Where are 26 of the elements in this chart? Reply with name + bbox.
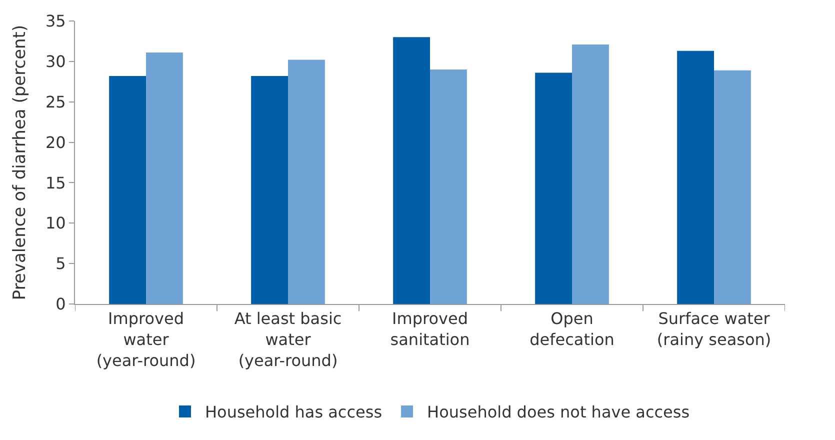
bar — [288, 60, 325, 304]
x-tick-label: Improved sanitation — [390, 309, 470, 349]
x-tick-label: Open defecation — [530, 309, 614, 349]
bar — [430, 70, 467, 304]
x-tick-label: Surface water (rainy season) — [656, 309, 772, 349]
y-tick-label: 15 — [45, 173, 66, 192]
y-tick-label: 0 — [56, 294, 66, 314]
legend-label: Household does not have access — [427, 402, 690, 422]
y-tick-label: 5 — [56, 254, 66, 274]
y-tick-label: 25 — [45, 92, 66, 112]
bar — [393, 37, 430, 304]
legend-label: Household has access — [205, 402, 382, 422]
x-tick-label: At least basic water (year-round) — [234, 309, 342, 370]
y-tick-label: 20 — [45, 132, 66, 152]
bar — [109, 76, 146, 304]
bar — [146, 52, 183, 304]
bar — [677, 50, 714, 304]
y-tick-label: 30 — [45, 52, 66, 72]
bar — [251, 76, 288, 304]
y-tick-label: 35 — [45, 12, 66, 31]
y-tick-label: 10 — [45, 214, 66, 233]
x-tick-label: Improved water (year-round) — [96, 309, 196, 370]
bar — [572, 44, 609, 304]
bar — [714, 70, 751, 304]
y-axis-title: Prevalence of diarrhea (percent) — [10, 24, 30, 300]
bar — [535, 72, 572, 304]
